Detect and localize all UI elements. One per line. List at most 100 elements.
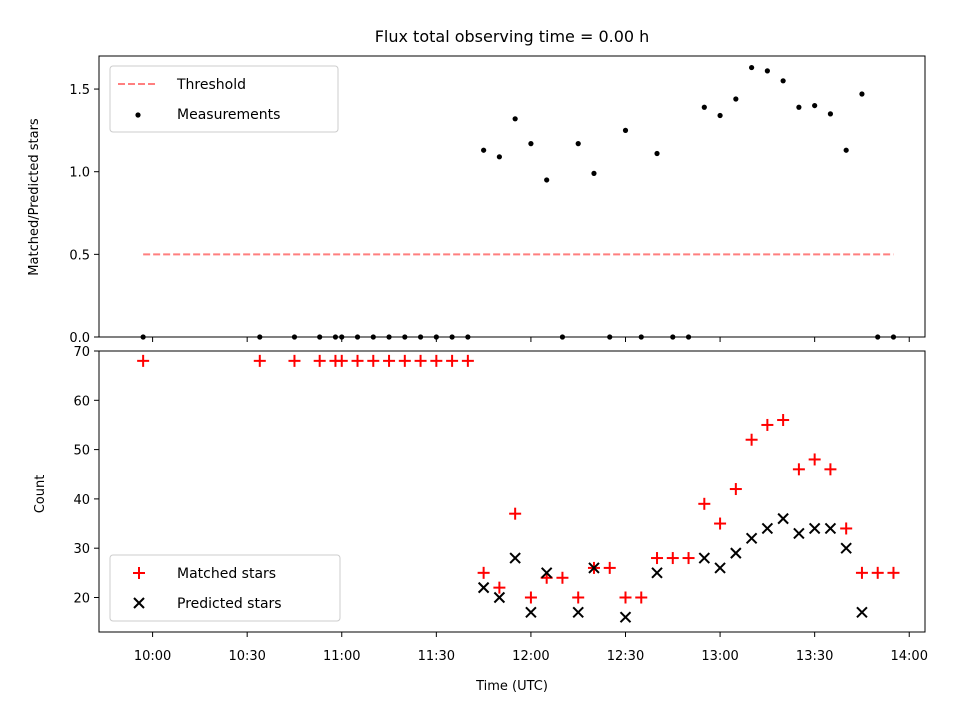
top-y-tick-label: 1.0 (69, 166, 90, 181)
measurement-point (544, 177, 550, 183)
matched-star-point (855, 566, 868, 579)
predicted-star-point (477, 581, 490, 594)
matched-star-point (792, 463, 805, 476)
bottom-y-tick-label: 30 (73, 542, 90, 557)
matched-star-point (383, 354, 396, 367)
predicted-star-point (777, 512, 789, 525)
predicted-star-point (698, 552, 711, 564)
predicted-star-point (840, 542, 852, 554)
matched-star-point (714, 517, 727, 530)
predicted-star-point (761, 522, 774, 535)
bottom-y-axis-label: Count (33, 475, 48, 514)
x-tick-label: 13:30 (796, 649, 833, 664)
predicted-star-point (540, 567, 553, 579)
measurement-point (701, 104, 707, 110)
legend-predicted-swatch-b (133, 597, 145, 609)
predicted-star-point (730, 547, 742, 559)
matched-star-point (253, 354, 266, 367)
legend-predicted-swatch (133, 597, 145, 609)
matched-star-point (398, 354, 411, 367)
matched-star-point (351, 354, 364, 367)
predicted-star-point (588, 562, 600, 574)
matched-star-point (840, 522, 853, 535)
legend-matched-label: Matched stars (177, 566, 276, 582)
matched-star-point (871, 566, 884, 579)
measurement-point (733, 96, 739, 102)
predicted-star-point-b (730, 547, 742, 559)
x-tick-label: 12:30 (607, 649, 644, 664)
legend-threshold-label: Threshold (176, 77, 246, 93)
measurement-point (528, 141, 534, 147)
predicted-star-point (808, 522, 821, 535)
matched-star-point (446, 354, 459, 367)
matched-star-point (137, 354, 150, 367)
predicted-star-point (745, 532, 758, 545)
predicted-star-point-b (493, 591, 506, 604)
matched-star-point (572, 591, 585, 604)
matched-star-point (761, 418, 774, 431)
matched-star-point (509, 507, 522, 520)
predicted-star-point (572, 606, 584, 618)
matched-star-point (524, 591, 537, 604)
measurement-point (796, 104, 802, 110)
matched-star-point (777, 414, 790, 427)
measurement-point (827, 111, 834, 117)
predicted-star-point (824, 522, 837, 535)
matched-star-point (698, 497, 711, 510)
x-tick-label: 13:00 (701, 649, 738, 664)
predicted-star-point-b (777, 512, 789, 525)
matched-star-point (430, 354, 443, 367)
bottom-legend-box (109, 554, 341, 622)
measurement-point (764, 68, 770, 74)
top-panel: 0.0 0.5 1.0 1.5 Threshold Measurements (69, 55, 926, 346)
predicted-star-point-b (588, 562, 600, 574)
measurement-point (843, 147, 849, 153)
legend-matched-swatch (133, 567, 145, 579)
matched-star-point (603, 561, 616, 574)
matched-star-point (745, 433, 758, 446)
predicted-star-point (651, 567, 663, 579)
predicted-star-point-b (477, 581, 490, 594)
measurement-point (780, 78, 786, 84)
matched-star-point (635, 591, 648, 604)
bottom-plot-frame (98, 350, 926, 633)
x-tick-label: 14:00 (891, 649, 928, 664)
x-tick-label: 11:00 (323, 649, 360, 664)
predicted-star-point-b (824, 522, 837, 535)
measurement-point (749, 64, 755, 71)
legend-measurement-swatch (135, 112, 141, 118)
matched-star-point (477, 566, 490, 579)
predicted-star-point-b (572, 606, 584, 618)
predicted-star-point-b (509, 552, 521, 564)
legend-measurements-label: Measurements (177, 107, 280, 123)
predicted-star-point-b (540, 567, 553, 579)
measurement-point (512, 116, 518, 122)
predicted-star-point-b (840, 542, 852, 554)
top-plot-frame (98, 55, 926, 338)
top-y-tick-label: 1.5 (69, 83, 90, 98)
predicted-star-point-b (619, 611, 632, 623)
measurement-point (654, 150, 660, 157)
bottom-y-tick-label: 40 (73, 493, 90, 508)
legend-predicted-label: Predicted stars (177, 596, 282, 612)
top-y-tick-label: 0.0 (69, 331, 90, 346)
predicted-star-point (493, 591, 506, 604)
matched-star-point (461, 354, 474, 367)
bottom-y-tick-label: 60 (73, 394, 90, 409)
x-tick-label: 12:00 (512, 649, 549, 664)
predicted-star-point-b (745, 532, 758, 545)
predicted-star-point (525, 606, 537, 618)
predicted-star-point-b (761, 522, 774, 535)
matched-star-point (367, 354, 380, 367)
matched-star-point (651, 552, 664, 565)
matched-star-point (313, 354, 326, 367)
predicted-star-point-b (793, 527, 805, 540)
x-tick-label: 10:30 (228, 649, 265, 664)
predicted-star-point-b (808, 522, 821, 535)
measurement-point (591, 170, 597, 176)
measurement-point (812, 102, 818, 109)
x-axis-label: Time (UTC) (475, 679, 548, 694)
predicted-star-point (856, 606, 868, 618)
top-y-tick-label: 0.5 (69, 248, 90, 263)
